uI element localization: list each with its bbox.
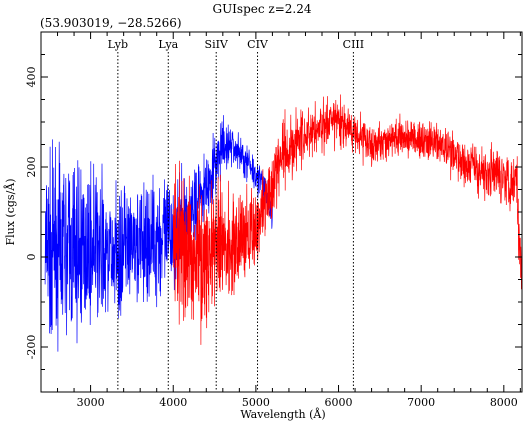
axes: 3000 4000 5000 6000 7000 8000 -200 0 200 400	[25, 31, 523, 409]
x-tick-label: 3000	[77, 396, 105, 409]
spectrum-series-1	[172, 94, 523, 345]
coordinates-label: (53.903019, −28.5266)	[40, 16, 182, 30]
x-axis-label: Wavelength (Å)	[240, 407, 325, 421]
emission-line-label: Lya	[158, 38, 178, 51]
emission-line-label: Lyb	[108, 38, 128, 51]
emission-line-label: SiIV	[205, 38, 229, 51]
y-axis-label: Flux (cgs/Å)	[3, 178, 17, 245]
chart-title: GUIspec z=2.24	[212, 2, 311, 16]
y-tick-label: 0	[25, 254, 38, 261]
emission-lines: Lyb Lya SiIV CIV CIII	[108, 38, 364, 392]
x-tick-label: 6000	[325, 396, 353, 409]
emission-line-label: CIII	[343, 38, 364, 51]
x-tick-label: 5000	[242, 396, 270, 409]
data-layer	[44, 94, 523, 352]
x-tick-label: 4000	[159, 396, 187, 409]
x-tick-label: 7000	[407, 396, 435, 409]
y-tick-label: -200	[25, 335, 38, 360]
emission-line-label: CIV	[247, 38, 269, 51]
y-tick-label: 400	[25, 67, 38, 88]
x-tick-label: 8000	[490, 396, 518, 409]
y-tick-label: 200	[25, 157, 38, 178]
plot-frame	[40, 31, 523, 393]
spectrum-series-0	[44, 115, 273, 352]
